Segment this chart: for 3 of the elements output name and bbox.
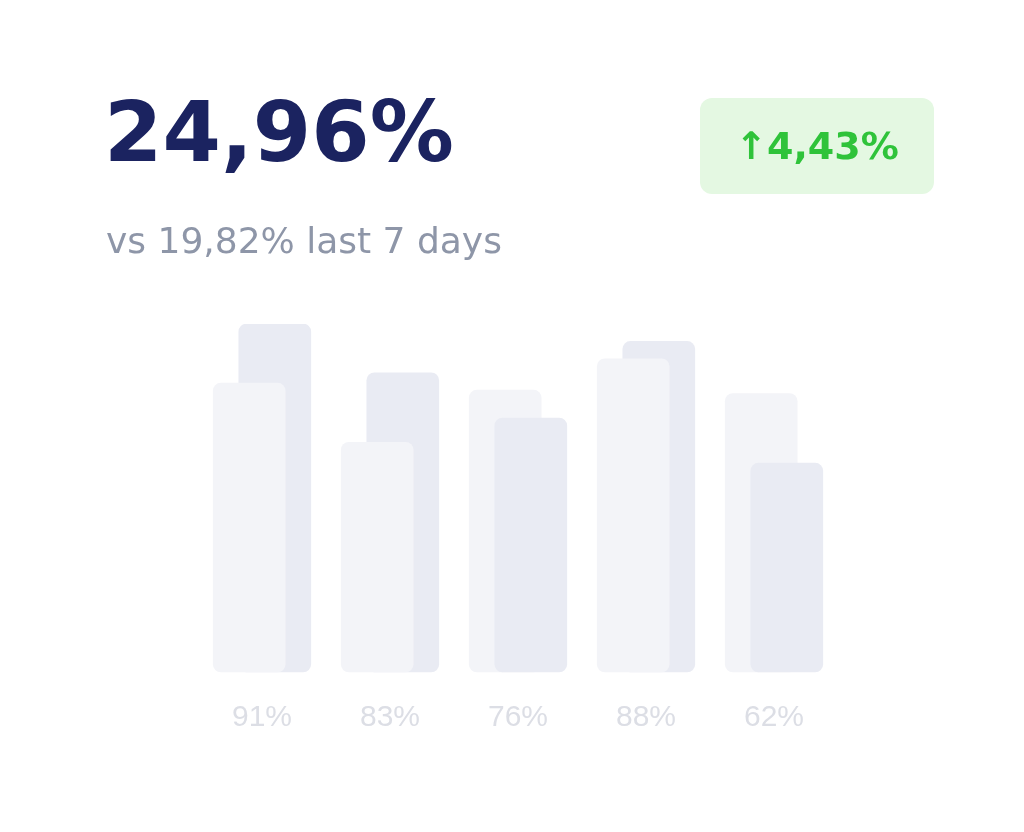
text: ↑4,43%	[700, 98, 934, 194]
chart-subtitle: vs 19,82% last 7 days	[106, 220, 502, 261]
chart-title: 24,96%	[104, 83, 454, 181]
